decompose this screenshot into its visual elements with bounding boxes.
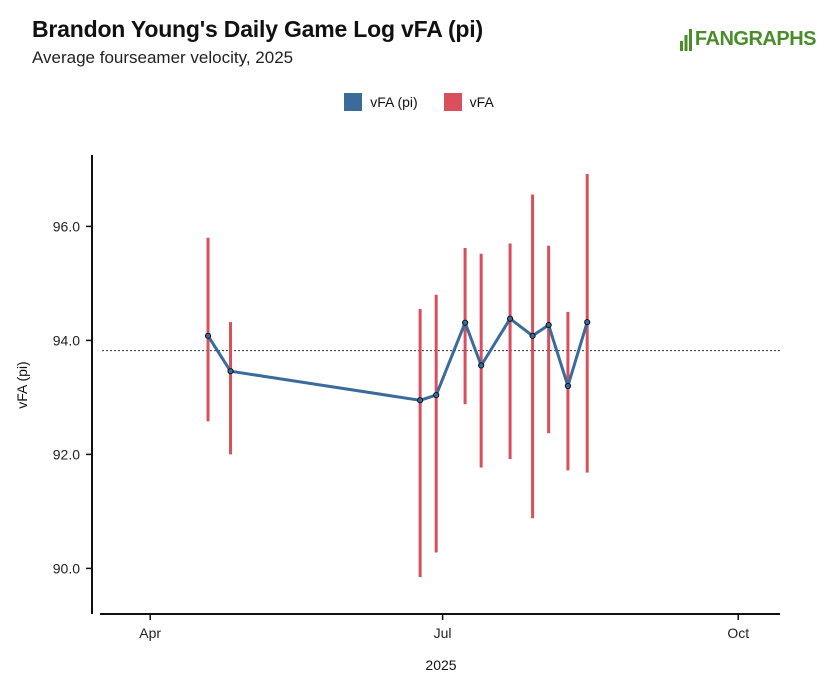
legend-item-vfa-pi[interactable]: vFA (pi) (344, 93, 418, 111)
legend-label-vfa: vFA (469, 94, 494, 110)
y-axis-title: vFA (pi) (14, 361, 30, 408)
x-tick-label: Jul (434, 625, 452, 641)
vfa-pi-line (206, 317, 589, 402)
vfa-pi-point (584, 319, 591, 326)
vfa-pi-point (545, 321, 552, 329)
vfa-pi-point (529, 332, 536, 339)
legend-swatch-vfa-pi (344, 93, 363, 111)
vfa-pi-point (227, 368, 234, 375)
legend-label-vfa-pi: vFA (pi) (370, 94, 418, 110)
y-tick-label: 96.0 (53, 218, 80, 234)
x-axis-title: 2025 (425, 657, 456, 673)
vfa-pi-point (461, 319, 469, 326)
chart-title: Brandon Young's Daily Game Log vFA (pi) (32, 16, 483, 42)
legend: vFA (pi) vFA (0, 93, 838, 111)
y-tick-label: 92.0 (53, 446, 80, 462)
legend-swatch-vfa (443, 93, 462, 111)
vfa-pi-point (478, 362, 485, 369)
vfa-pi-point (417, 397, 424, 404)
vfa-pi-point (433, 392, 440, 399)
y-tick-label: 90.0 (53, 560, 80, 576)
x-tick-label: Apr (139, 625, 161, 641)
chart-subtitle: Average fourseamer velocity, 2025 (32, 48, 294, 67)
fangraphs-logo[interactable]: FANGRAPHS (679, 28, 817, 51)
fangraphs-logo-text: FANGRAPHS (694, 28, 817, 50)
vfa-pi-point (204, 332, 212, 339)
x-tick-label: Oct (727, 625, 749, 641)
vfa-pi-point (564, 382, 572, 390)
legend-item-vfa[interactable]: vFA (443, 93, 494, 111)
vfa-pi-point (506, 315, 514, 322)
y-tick-label: 94.0 (53, 332, 80, 348)
fangraphs-logo-icon (679, 28, 692, 51)
